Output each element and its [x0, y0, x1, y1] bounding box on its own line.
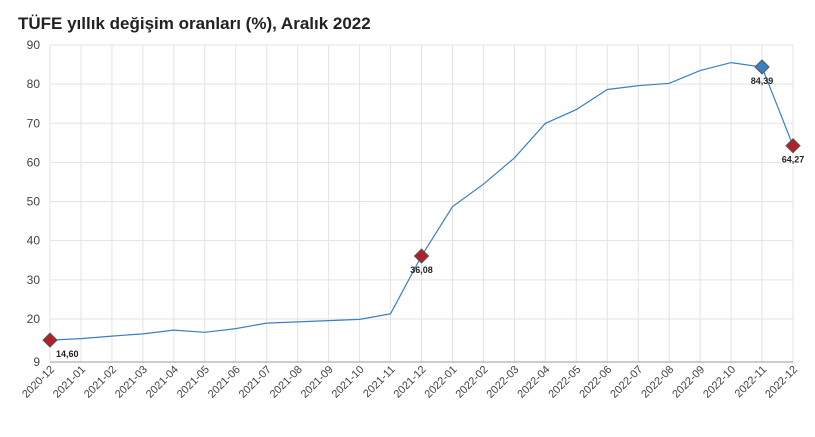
y-tick-label: 30 [27, 273, 41, 287]
data-markers [42, 59, 801, 348]
x-tick-label: 2021-01 [51, 364, 88, 401]
data-marker [413, 248, 430, 264]
y-tick-label: 50 [27, 195, 41, 209]
data-label: 36,08 [410, 265, 433, 275]
x-tick-label: 2021-03 [113, 364, 150, 401]
x-tick-labels: 2020-122021-012021-022021-032021-042021-… [20, 364, 800, 401]
data-marker [785, 137, 801, 154]
x-tick-label: 2021-02 [82, 364, 119, 401]
y-tick-label: 80 [27, 77, 41, 91]
x-tick-label: 2020-12 [20, 364, 57, 401]
x-tick-label: 2022-07 [608, 364, 645, 401]
x-tick-label: 2022-03 [484, 364, 521, 401]
x-tick-label: 2022-06 [577, 364, 614, 401]
x-tick-label: 2021-04 [144, 364, 181, 401]
x-tick-label: 2021-09 [299, 364, 336, 401]
y-tick-label: 70 [27, 116, 41, 130]
x-tick-label: 2022-08 [639, 364, 676, 401]
data-marker [42, 332, 58, 348]
x-tick-label: 2021-08 [268, 364, 305, 401]
x-tick-label: 2022-12 [763, 364, 800, 401]
data-label: 84,39 [751, 76, 774, 86]
grid [49, 44, 794, 363]
y-tick-label: 20 [27, 312, 41, 326]
x-tick-label: 2022-04 [515, 364, 552, 401]
y-tick-label: 9 [33, 355, 40, 369]
x-tick-label: 2021-06 [206, 364, 243, 401]
x-tick-label: 2022-05 [546, 364, 583, 401]
x-tick-label: 2022-10 [701, 364, 738, 401]
y-tick-label: 90 [27, 38, 41, 52]
data-label: 14,60 [56, 349, 79, 359]
x-tick-label: 2021-07 [237, 364, 274, 401]
data-marker [754, 59, 770, 75]
chart-title: TÜFE yıllık değişim oranları (%), Aralık… [18, 14, 371, 33]
x-tick-label: 2021-05 [175, 364, 212, 401]
data-labels: 14,60 36,08 84,39 64,27 [56, 76, 804, 359]
data-label: 64,27 [782, 155, 805, 165]
y-tick-label: 40 [27, 234, 41, 248]
y-tick-labels: 9 20 30 40 50 60 70 80 90 [27, 38, 41, 369]
x-tick-label: 2022-01 [423, 364, 460, 401]
x-tick-label: 2021-11 [361, 364, 397, 400]
x-tick-label: 2021-10 [330, 364, 367, 401]
x-tick-label: 2021-12 [392, 364, 429, 401]
x-tick-label: 2022-09 [670, 364, 707, 401]
y-tick-label: 60 [27, 155, 41, 169]
x-tick-label: 2022-11 [733, 364, 769, 400]
x-tick-label: 2022-02 [454, 364, 491, 401]
